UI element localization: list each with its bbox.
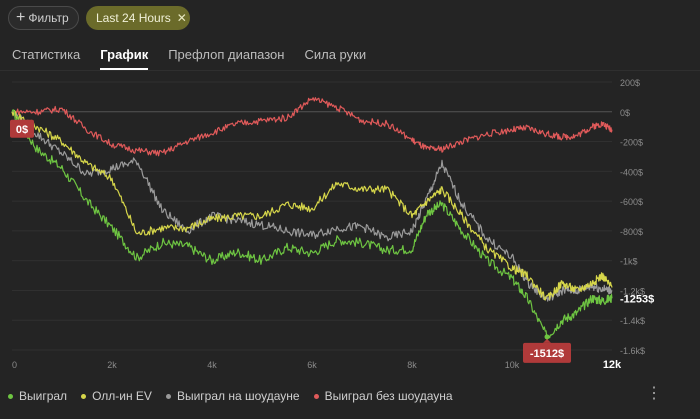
plus-icon: + xyxy=(16,9,26,26)
close-icon[interactable]: ✕ xyxy=(176,11,187,25)
x-tick-label: 4k xyxy=(207,360,217,370)
min-label-pointer xyxy=(543,338,551,343)
start-label: 0$ xyxy=(16,124,28,136)
tab-preflop-range[interactable]: Префлоп диапазон xyxy=(168,47,285,62)
tab-hand-strength[interactable]: Сила руки xyxy=(304,47,367,62)
x-tick-label: 10k xyxy=(505,360,520,370)
y-tick-label: -400$ xyxy=(620,167,643,177)
y-tick-label: -1k$ xyxy=(620,257,638,267)
legend-swatch-won xyxy=(8,393,13,399)
min-value-label: -1512$ xyxy=(530,348,564,360)
series-line xyxy=(11,109,613,342)
legend-item-allin-ev[interactable]: Олл-ин EV xyxy=(81,389,152,403)
x-tick-label: 6k xyxy=(307,360,317,370)
more-options-icon[interactable]: ⋮ xyxy=(646,385,662,402)
filter-bar: + Фильтр Last 24 Hours ✕ xyxy=(8,6,190,30)
x-tick-label: 8k xyxy=(407,360,417,370)
legend-swatch-showdown xyxy=(165,393,171,399)
tab-graph[interactable]: График xyxy=(100,47,149,70)
chart-legend: Выиграл Олл-ин EV Выиграл на шоудауне Вы… xyxy=(8,389,467,403)
add-filter-label: Фильтр xyxy=(28,11,69,25)
legend-item-won[interactable]: Выиграл xyxy=(8,389,67,403)
winnings-chart: 200$ 0$ -200$ -400$ -600$ -800$ -1k$ -1.2k$ -1.4… xyxy=(10,78,654,371)
y-tick-label: -200$ xyxy=(620,138,643,148)
active-filter-chip[interactable]: Last 24 Hours ✕ xyxy=(86,6,190,30)
end-value-label: -1253$ xyxy=(620,293,654,305)
legend-item-non-showdown[interactable]: Выиграл без шоудауна xyxy=(313,389,453,403)
series-line xyxy=(11,109,613,301)
y-tick-label: -1.2k$ xyxy=(620,286,645,296)
legend-label-showdown: Выиграл на шоудауне xyxy=(176,389,300,403)
tab-statistics[interactable]: Статистика xyxy=(12,47,81,62)
y-tick-label: -1.4k$ xyxy=(620,316,645,326)
active-filter-label: Last 24 Hours xyxy=(96,11,171,25)
x-tick-label: 2k xyxy=(107,360,117,370)
legend-swatch-non-showdown xyxy=(313,393,319,399)
legend-label-non-showdown: Выиграл без шоудауна xyxy=(324,389,453,403)
y-tick-label: 0$ xyxy=(620,108,630,118)
min-point-marker xyxy=(544,334,550,340)
min-label-bg xyxy=(523,342,571,363)
legend-swatch-allin-ev xyxy=(81,393,87,399)
tab-bar: Статистика График Префлоп диапазон Сила … xyxy=(12,47,386,70)
legend-label-won: Выиграл xyxy=(19,389,68,403)
legend-label-allin-ev: Олл-ин EV xyxy=(92,389,152,403)
y-tick-label: -600$ xyxy=(620,197,643,207)
add-filter-button[interactable]: + Фильтр xyxy=(8,6,79,30)
y-tick-label: -1.6k$ xyxy=(620,346,645,356)
y-tick-label: 200$ xyxy=(620,78,640,88)
series-line xyxy=(11,97,613,157)
y-tick-label: -800$ xyxy=(620,227,643,237)
x-tick-label: 0 xyxy=(12,360,17,370)
legend-item-showdown[interactable]: Выиграл на шоудауне xyxy=(165,389,300,403)
tab-divider xyxy=(0,70,700,71)
x-tick-label: 12k xyxy=(603,359,622,371)
start-label-bg xyxy=(10,119,34,138)
